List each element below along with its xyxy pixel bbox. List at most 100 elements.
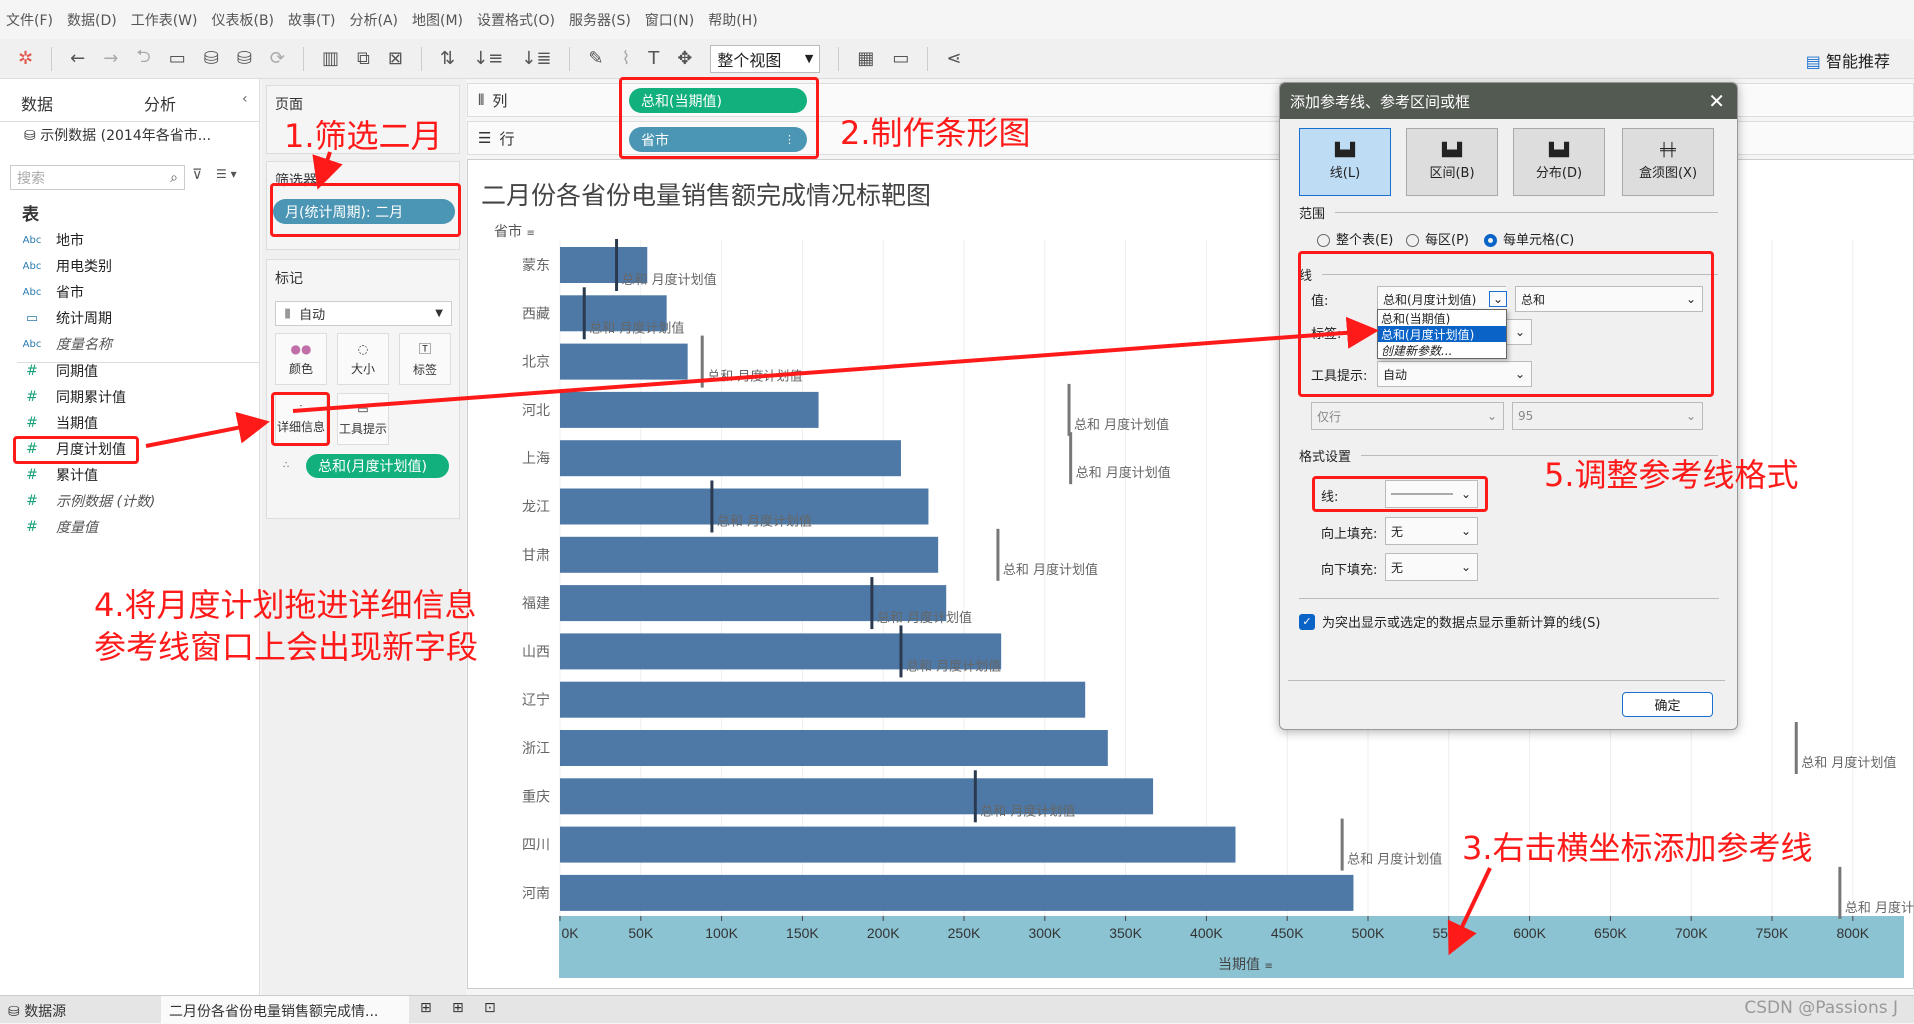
field-name: 地市 <box>56 233 84 249</box>
field-measure[interactable]: # 度量值 <box>22 517 98 537</box>
line-style-select[interactable]: ⌄ <box>1385 480 1478 508</box>
tab-analysis[interactable]: 分析 <box>144 95 177 114</box>
field-measure[interactable]: # 当期值 <box>22 413 98 433</box>
sort-descending-icon[interactable]: ↓≣ <box>521 48 552 69</box>
field-name: 度量名称 <box>56 337 112 353</box>
new-sheet-icon[interactable]: ⊞ <box>420 1000 432 1016</box>
highlight-icon[interactable]: ✎ <box>588 48 604 69</box>
type-distribution-button[interactable]: ▙▟ 分布(D) <box>1513 128 1605 196</box>
type-band-button[interactable]: ▙▟ 区间(B) <box>1406 128 1498 196</box>
view-options-icon[interactable]: ☰ ▾ <box>216 167 237 181</box>
tooltip-select[interactable]: 自动 ⌄ <box>1377 361 1532 387</box>
tooltip-icon: ▭ <box>357 401 369 416</box>
menu-worksheet[interactable]: 工作表(W) <box>130 12 198 29</box>
field-measure[interactable]: # 同期累计值 <box>22 387 126 407</box>
smart-recommend-button[interactable]: ▤ 智能推荐 <box>1806 48 1890 72</box>
duplicate-sheet-icon[interactable]: ⧉ <box>357 48 370 69</box>
field-measure[interactable]: # 累计值 <box>22 465 98 485</box>
menu-server[interactable]: 服务器(S) <box>568 12 631 29</box>
field-dimension[interactable]: Abc 地市 <box>22 230 84 250</box>
field-dimension[interactable]: Abc 用电类别 <box>22 256 112 276</box>
mark-type-select[interactable]: ▮ 自动 ▼ <box>275 301 452 326</box>
sort-icon: ≡ <box>1264 961 1273 972</box>
tableau-logo-icon[interactable]: ✲ <box>18 48 34 69</box>
pin-icon[interactable]: ✥ <box>677 48 693 69</box>
field-measure[interactable]: # 月度计划值 <box>22 439 126 459</box>
collapse-icon[interactable]: ‹ <box>242 91 248 107</box>
field-measure[interactable]: # 同期值 <box>22 361 98 381</box>
y-axis-header[interactable]: 省市 ≡ <box>494 221 535 241</box>
type-boxplot-button[interactable]: ╪╪ 盒须图(X) <box>1622 128 1714 196</box>
new-sheet-icon[interactable]: ▥ <box>322 48 340 69</box>
menu-format[interactable]: 设置格式(O) <box>477 12 555 29</box>
filter-pill[interactable]: 月(统计周期): 二月 <box>273 199 455 224</box>
sheet-tab[interactable]: 二月份各省份电量销售额完成情... <box>161 996 409 1024</box>
new-story-icon[interactable]: ⊡ <box>484 1000 496 1016</box>
menu-file[interactable]: 文件(F) <box>6 12 53 29</box>
size-button[interactable]: ◌ 大小 <box>337 333 389 385</box>
forward-icon[interactable]: → <box>103 48 119 69</box>
group-icon[interactable]: ⌇ <box>621 48 631 69</box>
label-icon[interactable]: T <box>648 48 660 69</box>
menu-map[interactable]: 地图(M) <box>412 12 464 29</box>
sort-ascending-icon[interactable]: ↓≡ <box>473 48 504 69</box>
refresh-icon[interactable]: ⟳ <box>269 48 285 69</box>
reference-line-dialog: 添加参考线、参考区间或框 ✕ ▙▟ 线(L) ▙▟ 区间(B) ▙▟ 分布(D) ╪╪ 盒… <box>1279 82 1738 730</box>
clear-sheet-icon[interactable]: ⊠ <box>387 48 403 69</box>
back-icon[interactable]: ← <box>70 48 86 69</box>
ci-scope-select: 仅行 ⌄ <box>1311 402 1504 430</box>
fill-above-select[interactable]: 无 ⌄ <box>1385 517 1478 545</box>
show-cards-icon[interactable]: ▦ <box>857 48 875 69</box>
datasource-tab[interactable]: ⛁ 数据源 <box>8 1001 66 1021</box>
tooltip-button[interactable]: ▭ 工具提示 <box>337 393 389 445</box>
recalc-checkbox[interactable]: ✓ 为突出显示或选定的数据点显示重新计算的线(S) <box>1299 612 1600 631</box>
pages-card[interactable]: 页面 <box>266 85 460 154</box>
scope-radio-cell[interactable]: 每单元格(C) <box>1484 229 1574 248</box>
value-select[interactable]: 总和(月度计划值) ⌄ <box>1377 286 1507 312</box>
field-dimension[interactable]: Abc 度量名称 <box>22 334 112 354</box>
scope-radio-pane[interactable]: 每区(P) <box>1406 229 1469 248</box>
color-label: 颜色 <box>288 361 313 376</box>
type-line-button[interactable]: ▙▟ 线(L) <box>1299 128 1391 196</box>
dropdown-option-selected[interactable]: 总和(月度计划值) <box>1378 326 1506 342</box>
ok-button[interactable]: 确定 <box>1622 692 1713 717</box>
menu-analysis[interactable]: 分析(A) <box>349 12 399 29</box>
field-dimension[interactable]: ▭ 统计周期 <box>22 308 112 328</box>
columns-pill[interactable]: 总和(当期值) <box>629 88 807 113</box>
tab-data[interactable]: 数据 <box>21 95 54 114</box>
x-axis-title[interactable]: 当期值 ≡ <box>1218 954 1273 974</box>
new-datasource-icon[interactable]: ⛁ <box>203 48 219 69</box>
save-icon[interactable]: ▭ <box>168 48 186 69</box>
menu-dashboard[interactable]: 仪表板(B) <box>211 12 275 29</box>
fit-view-select[interactable]: 整个视图 ▼ <box>710 44 821 73</box>
divider <box>303 46 304 71</box>
pause-updates-icon[interactable]: ⛁ <box>236 48 252 69</box>
ci-scope-value: 仅行 <box>1317 409 1342 424</box>
detail-pill[interactable]: 总和(月度计划值) <box>306 454 449 478</box>
menu-data[interactable]: 数据(D) <box>66 12 117 29</box>
presentation-icon[interactable]: ▭ <box>892 48 910 69</box>
menu-help[interactable]: 帮助(H) <box>708 12 758 29</box>
datasource-item[interactable]: ⛁ 示例数据 (2014年各省市... <box>24 125 211 145</box>
measure-icon: # <box>26 441 38 457</box>
type-label: 区间(B) <box>1429 166 1475 181</box>
swap-icon[interactable]: ⇅ <box>439 48 456 69</box>
fill-below-select[interactable]: 无 ⌄ <box>1385 553 1478 581</box>
label-button[interactable]: 🅃 标签 <box>399 333 451 385</box>
menu-story[interactable]: 故事(T) <box>288 12 336 29</box>
new-dashboard-icon[interactable]: ⊞ <box>452 1000 464 1016</box>
close-icon[interactable]: ✕ <box>1708 89 1725 113</box>
field-dimension[interactable]: Abc 省市 <box>22 282 84 302</box>
dropdown-option-create-parameter[interactable]: 创建新参数... <box>1381 344 1453 358</box>
dropdown-option[interactable]: 总和(当期值) <box>1381 312 1451 326</box>
share-icon[interactable]: ⋖ <box>946 48 962 69</box>
redo-icon[interactable]: ⮌ <box>136 45 151 67</box>
search-input[interactable]: 搜索 ⌕ <box>10 165 185 190</box>
filter-icon[interactable]: ⊽ <box>192 167 203 183</box>
scope-radio-table[interactable]: 整个表(E) <box>1317 229 1393 248</box>
color-button[interactable]: ●● 颜色 <box>275 333 327 385</box>
aggregation-select[interactable]: 总和 ⌄ <box>1515 286 1703 312</box>
field-measure[interactable]: # 示例数据 (计数) <box>22 491 155 511</box>
rows-pill[interactable]: 省市 ⋮ <box>629 127 807 152</box>
menu-window[interactable]: 窗口(N) <box>644 12 695 29</box>
